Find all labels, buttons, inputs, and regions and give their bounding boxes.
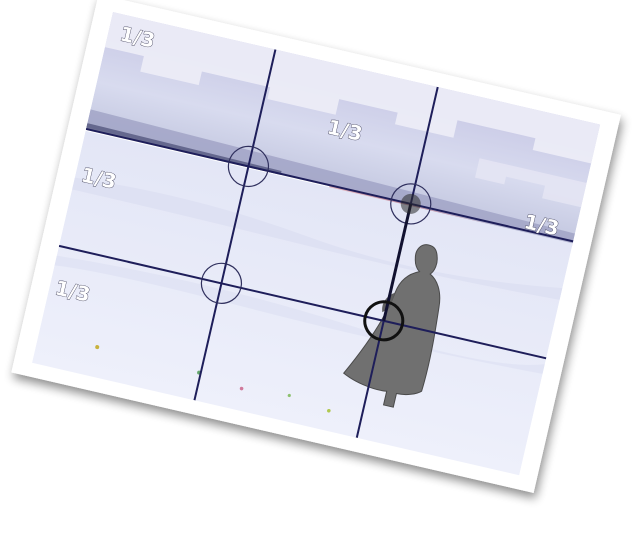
horizontal-line-top [85, 127, 574, 243]
speck [95, 345, 100, 350]
vertical-line-left [193, 49, 277, 401]
horizontal-line-bottom [58, 244, 547, 360]
speck [239, 386, 244, 391]
figure-head-marker [400, 193, 421, 214]
clouds [104, 12, 601, 164]
intersection-circle-bottom-right [363, 300, 405, 342]
snow-drift [72, 177, 563, 300]
figure-body [342, 244, 441, 408]
intersection-markers [200, 145, 432, 304]
photo-print: 1/3 1/3 1/3 1/3 1/3 [11, 0, 621, 493]
photo-image: 1/3 1/3 1/3 1/3 1/3 [32, 12, 601, 476]
snow-drift-2 [54, 255, 545, 374]
speck [327, 408, 331, 413]
snow-field [32, 130, 573, 476]
intersection-circle-bottom-left [200, 262, 243, 304]
horizon-band [86, 109, 575, 246]
intersection-circle-top-left [227, 145, 270, 188]
speck [287, 393, 291, 398]
clouds-right [475, 158, 587, 208]
